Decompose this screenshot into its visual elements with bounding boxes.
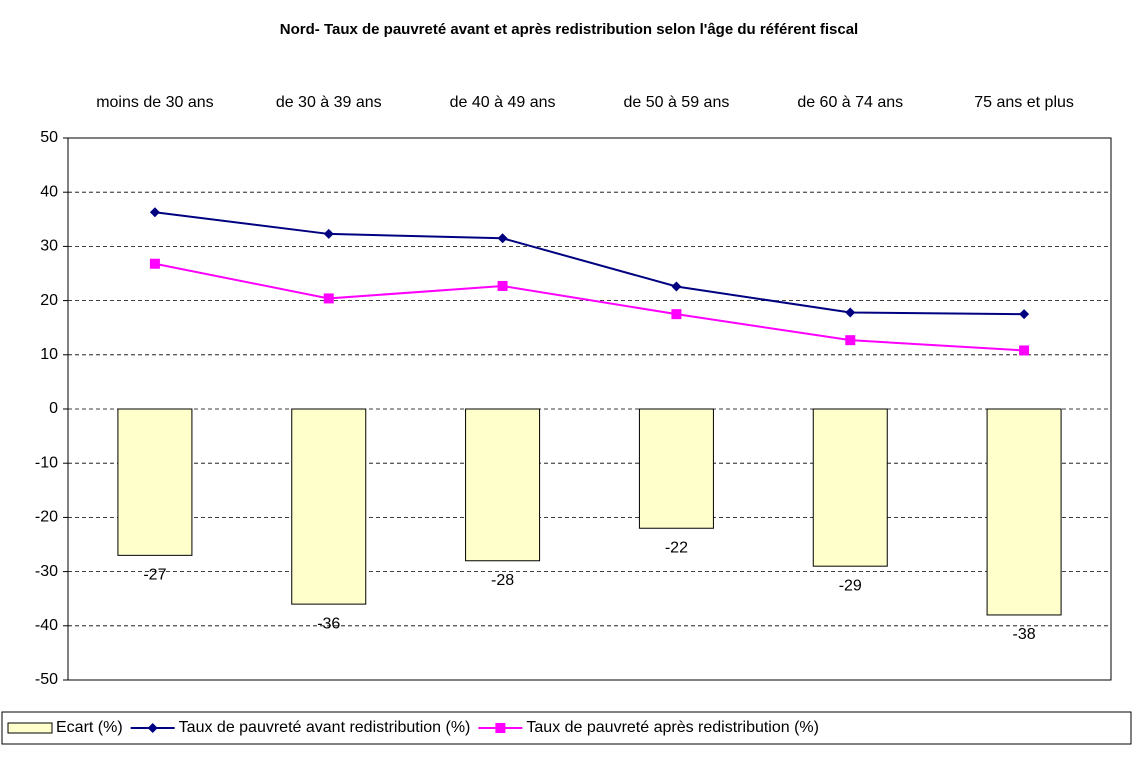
- marker: [1019, 345, 1030, 356]
- y-tick-label: -40: [35, 617, 58, 634]
- legend-label: Taux de pauvreté avant redistribution (%…: [179, 719, 471, 736]
- marker: [495, 723, 506, 733]
- y-tick-label: 0: [49, 400, 58, 417]
- marker: [1019, 309, 1030, 320]
- x-tick-label: de 60 à 74 ans: [797, 94, 903, 111]
- data-label: -29: [839, 577, 862, 594]
- marker: [671, 281, 682, 292]
- data-label: -38: [1013, 626, 1036, 643]
- x-tick-label: moins de 30 ans: [96, 94, 213, 111]
- marker: [671, 309, 682, 320]
- y-tick-label: 30: [40, 238, 58, 255]
- plot-border: [67, 137, 1112, 681]
- bar: [638, 408, 714, 529]
- data-label: -28: [491, 572, 514, 589]
- marker: [149, 258, 160, 269]
- y-tick-label: -50: [35, 671, 58, 688]
- legend-swatch: [7, 722, 53, 734]
- bar: [986, 408, 1062, 616]
- marker: [149, 207, 160, 218]
- bar: [291, 408, 367, 605]
- marker: [497, 280, 508, 291]
- marker: [147, 723, 158, 733]
- legend-box: [1, 711, 1132, 745]
- chart-title: Nord- Taux de pauvreté avant et après re…: [280, 21, 858, 38]
- y-tick-label: -20: [35, 509, 58, 526]
- line: [154, 262, 1025, 352]
- y-tick-label: -30: [35, 563, 58, 580]
- marker: [497, 233, 508, 244]
- x-tick-label: 75 ans et plus: [974, 94, 1074, 111]
- marker: [845, 335, 856, 346]
- data-label: -22: [665, 539, 688, 556]
- marker: [323, 293, 334, 304]
- x-tick-label: de 30 à 39 ans: [276, 94, 382, 111]
- y-tick-label: -10: [35, 454, 58, 471]
- y-tick-label: 10: [40, 346, 58, 363]
- x-tick-label: de 50 à 59 ans: [623, 94, 729, 111]
- marker: [845, 307, 856, 318]
- y-tick-label: 40: [40, 183, 58, 200]
- bar: [117, 408, 193, 556]
- data-label: -27: [143, 567, 166, 584]
- bar: [812, 408, 888, 567]
- bar: [465, 408, 541, 562]
- x-tick-label: de 40 à 49 ans: [450, 94, 556, 111]
- marker: [323, 228, 334, 239]
- legend-label: Taux de pauvreté après redistribution (%…: [526, 719, 819, 736]
- legend-label: Ecart (%): [56, 719, 123, 736]
- data-label: -36: [317, 615, 340, 632]
- y-tick-label: 20: [40, 292, 58, 309]
- y-tick-label: 50: [40, 129, 58, 146]
- line: [154, 211, 1025, 316]
